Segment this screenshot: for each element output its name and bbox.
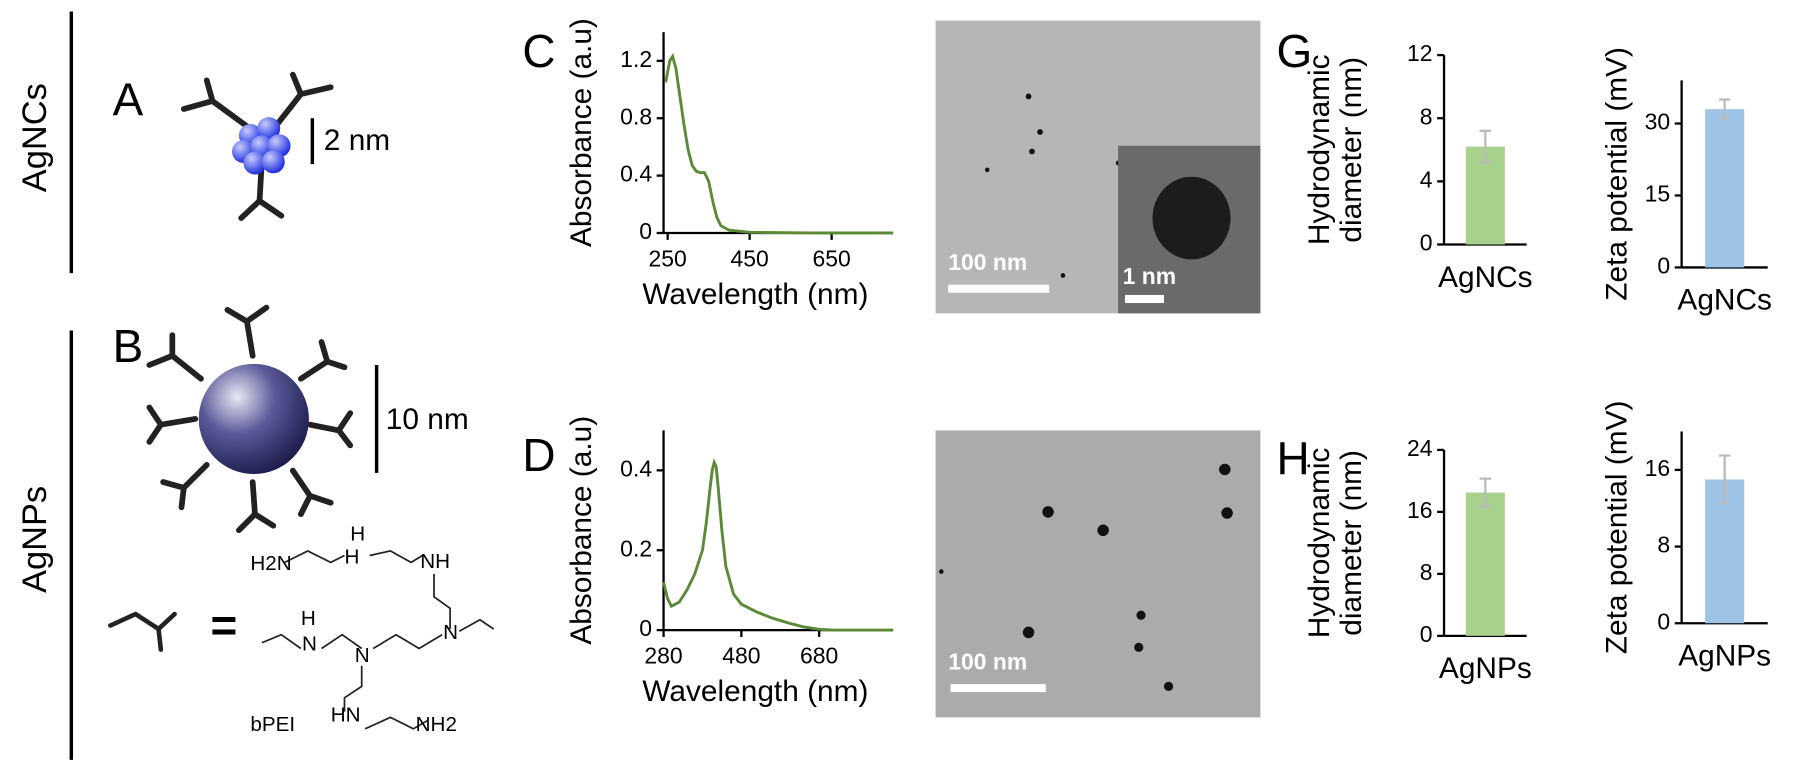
y-tick-label: 15 (1645, 181, 1671, 207)
panel-letter: G (1276, 25, 1312, 77)
scale-bar (1124, 294, 1164, 304)
ligands (180, 71, 334, 221)
nanocluster (232, 117, 291, 175)
scale-label: 2 nm (324, 124, 390, 157)
y-tick-label: 16 (1407, 497, 1433, 523)
y-tick-label: 8 (1657, 532, 1670, 558)
atom: NH2 (416, 713, 457, 736)
atom: NH (420, 550, 450, 573)
atom: HN (331, 704, 361, 727)
y-tick-label: 0 (1420, 230, 1433, 256)
bar (1465, 492, 1505, 636)
y-tick-label: 16 (1645, 455, 1671, 481)
y-tick-label: 12 (1407, 40, 1433, 66)
y-axis-label: Hydrodynamic (1303, 447, 1336, 638)
category-label: AgNPs (1439, 652, 1532, 685)
y-tick-label: 24 (1407, 435, 1433, 461)
y-axis-label: Absorbance (a.u) (565, 416, 598, 645)
spectrum (662, 458, 894, 632)
atom: N (443, 621, 458, 644)
y-axis-label: diameter (nm) (1335, 450, 1368, 636)
y-tick-label: 1.2 (620, 46, 652, 72)
y-tick-label: 0.2 (620, 535, 652, 561)
ligand-icon (108, 611, 177, 652)
y-tick-label: 0 (1657, 252, 1670, 278)
y-tick-label: 4 (1420, 166, 1433, 192)
panel-letter: A (113, 73, 144, 125)
y-tick-label: 0.4 (620, 455, 652, 481)
y-tick-label: 0 (1657, 608, 1670, 634)
x-tick-label: 650 (812, 246, 850, 272)
ligands (146, 304, 354, 534)
row-label: AgNPs (16, 486, 54, 593)
y-tick-label: 0 (1420, 621, 1433, 647)
scale-label: 1 nm (1123, 263, 1177, 289)
y-tick-label: 0.4 (620, 161, 652, 187)
x-tick-label: 680 (800, 643, 838, 669)
y-tick-label: 8 (1420, 559, 1433, 585)
scale-label: 10 nm (386, 403, 469, 436)
atom: H (301, 607, 316, 630)
row-label: AgNCs (16, 83, 54, 192)
panel-letter: H (1276, 433, 1309, 485)
equals: = (211, 599, 238, 651)
x-axis-label: Wavelength (nm) (642, 278, 868, 311)
scale-bar (948, 284, 1050, 293)
y-tick-label: 0 (639, 218, 652, 244)
atom: H (350, 522, 365, 545)
spectrum (664, 53, 894, 235)
bar (1705, 109, 1745, 268)
category-label: AgNCs (1677, 284, 1771, 317)
y-axis-label: diameter (nm) (1335, 57, 1368, 243)
atom: N (355, 644, 370, 667)
scale-label: 100 nm (948, 249, 1027, 275)
atom: H2N (250, 552, 291, 575)
panel-letter: C (522, 25, 555, 77)
y-axis-label: Absorbance (a.u) (565, 18, 598, 247)
x-tick-label: 280 (644, 643, 682, 669)
x-tick-label: 480 (722, 643, 760, 669)
particles (939, 463, 1233, 691)
atom: N (302, 632, 317, 655)
x-tick-label: 250 (649, 246, 687, 272)
atom: H (344, 545, 359, 568)
scale-label: 100 nm (948, 648, 1027, 674)
tem-image (935, 430, 1261, 718)
y-tick-label: 8 (1420, 103, 1433, 129)
particles (984, 93, 1121, 278)
structure (261, 549, 495, 730)
cluster (1152, 176, 1231, 260)
scale-bar (950, 684, 1046, 693)
y-tick-label: 0 (639, 615, 652, 641)
nanoparticle (198, 363, 309, 475)
category-label: AgNCs (1438, 261, 1532, 294)
panel-letter: B (113, 320, 144, 372)
category-label: AgNPs (1678, 640, 1771, 673)
y-tick-label: 30 (1645, 109, 1671, 135)
x-tick-label: 450 (731, 246, 769, 272)
y-axis-label: Zeta potential (mV) (1600, 47, 1633, 301)
y-tick-label: 0.8 (620, 103, 652, 129)
y-axis-label: Hydrodynamic (1303, 54, 1336, 245)
y-axis-label: Zeta potential (mV) (1600, 401, 1633, 655)
name: bPEI (250, 713, 295, 736)
x-axis-label: Wavelength (nm) (642, 675, 868, 708)
panel-letter: D (522, 429, 555, 481)
